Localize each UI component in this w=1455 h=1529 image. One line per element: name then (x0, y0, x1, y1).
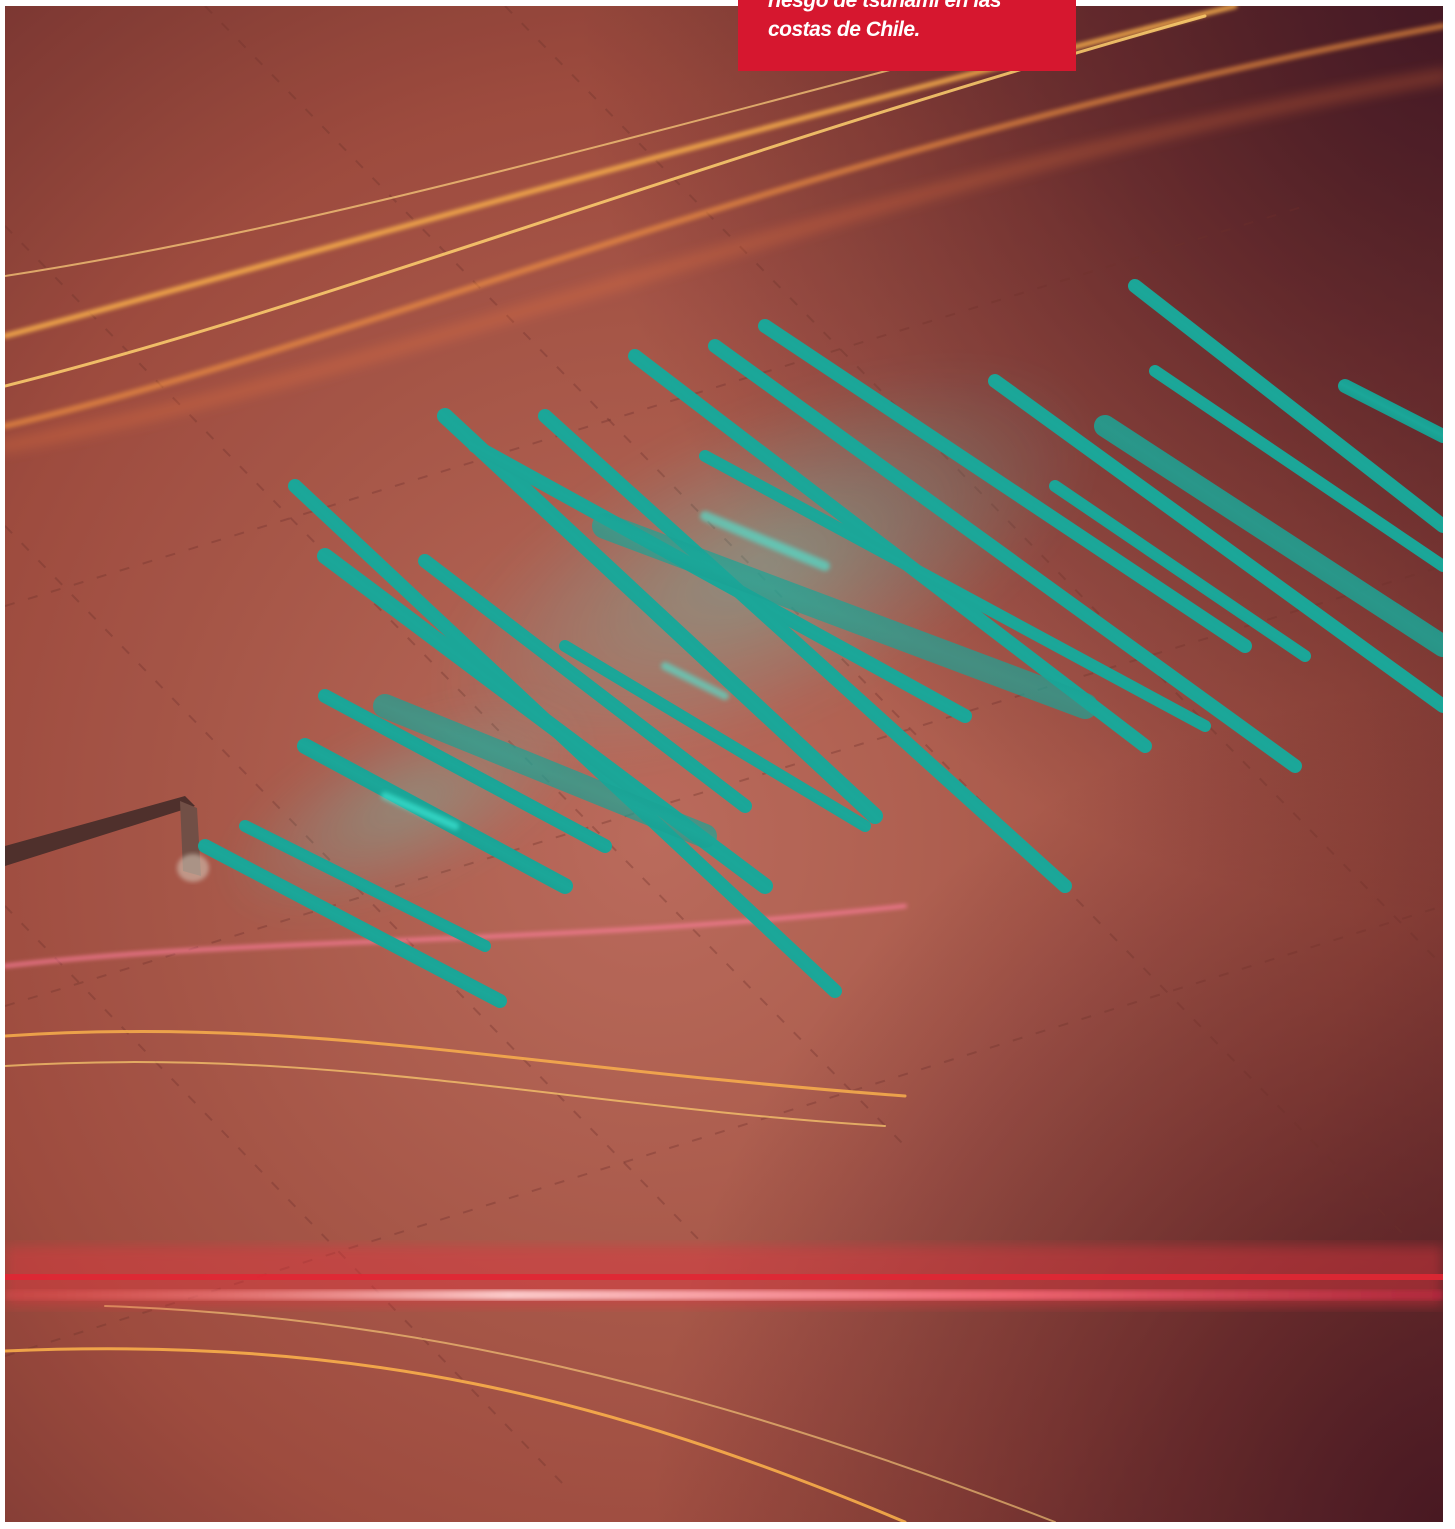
seismic-wave (198, 279, 1443, 1008)
stylus-arm (5, 796, 209, 882)
caption-line-1: riesgo de tsunami en las (768, 0, 1002, 12)
caption-box: riesgo de tsunami en las costas de Chile… (738, 0, 1076, 71)
seismograph-artwork (5, 6, 1443, 1522)
caption-line-2: costas de Chile. (768, 18, 920, 41)
seismograph-illustration (5, 6, 1443, 1522)
